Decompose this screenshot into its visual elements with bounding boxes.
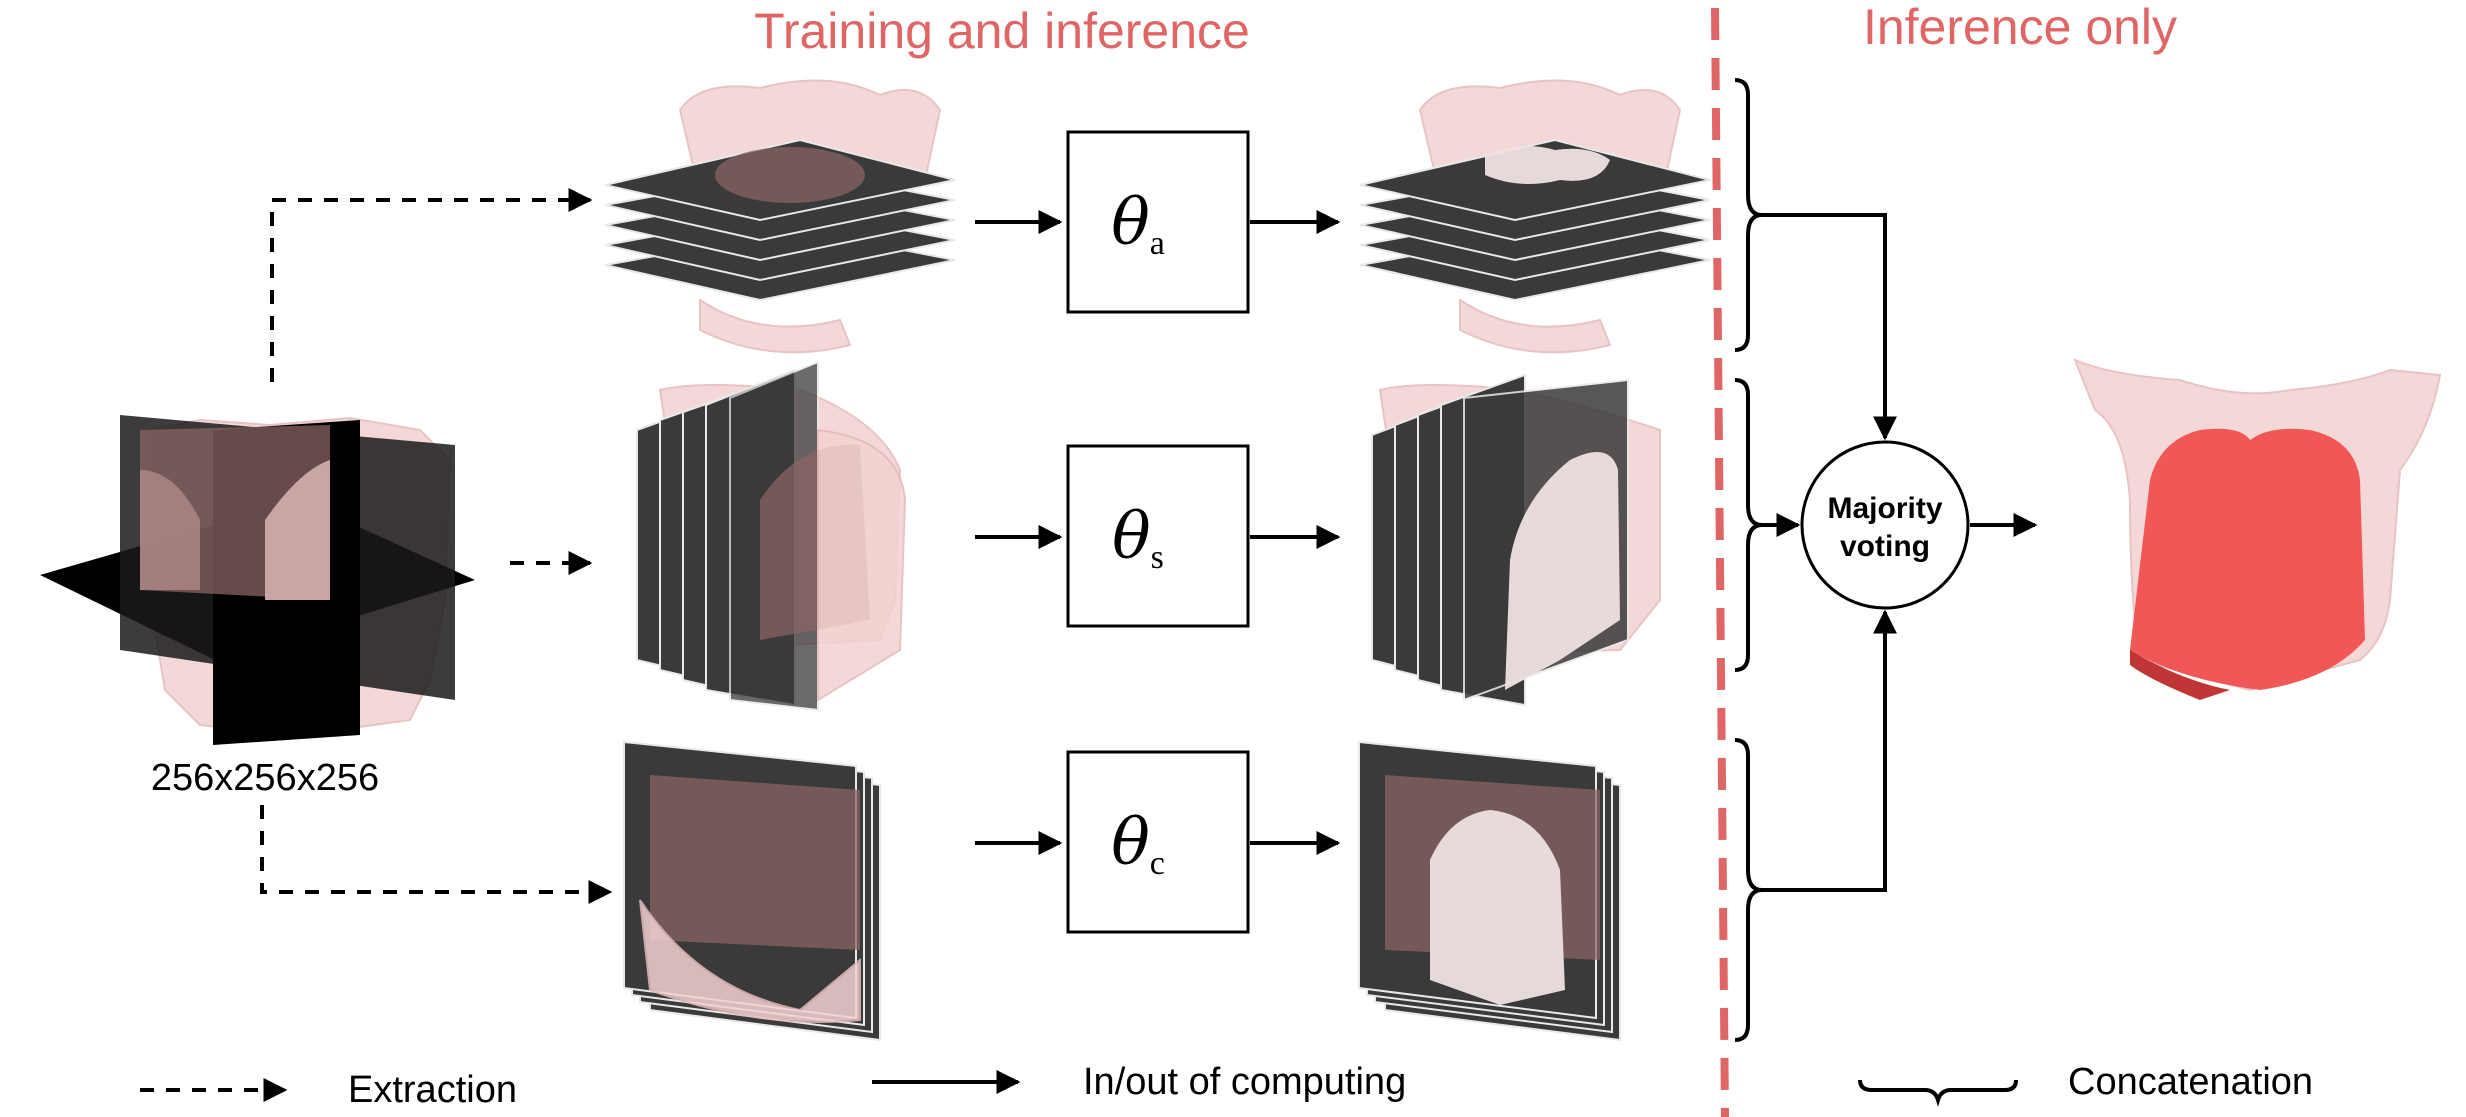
section-divider	[1711, 7, 1729, 1117]
extraction-arrow-coronal	[260, 805, 613, 904]
section-title-inference: Inference only	[1863, 0, 2177, 55]
axial-output-slices	[1359, 79, 1711, 354]
majority-voting-label-1: Majority	[1827, 492, 1942, 525]
majority-voting-label-2: voting	[1840, 530, 1930, 563]
majority-voting-node	[1800, 440, 1970, 610]
coronal-model-box	[1066, 750, 1250, 934]
extraction-arrow-axial	[270, 188, 593, 382]
sagittal-input-slices	[636, 360, 907, 712]
legend-concatenation-symbol	[1858, 1079, 2018, 1107]
coronal-output-slices	[1358, 740, 1621, 1042]
axial-input-slices	[604, 79, 956, 354]
section-title-training: Training and inference	[754, 3, 1250, 59]
input-dimensions: 256x256x256	[151, 757, 379, 799]
axial-model-box	[1066, 130, 1250, 314]
lung-segmentation	[2130, 428, 2365, 690]
concat-brace-coronal	[1734, 738, 1763, 1042]
coronal-input-slices	[623, 740, 881, 1042]
coronal-model-label: θc	[1111, 806, 1165, 882]
input-volume	[40, 415, 475, 745]
legend-computing-label: In/out of computing	[1083, 1061, 1406, 1103]
legend-concatenation-label: Concatenation	[2068, 1061, 2313, 1103]
vote-input-axial	[1762, 213, 1897, 441]
concat-brace-axial	[1734, 78, 1763, 352]
sagittal-output-slices	[1371, 373, 1661, 707]
concat-brace-sagittal	[1734, 378, 1763, 672]
sagittal-model-label: θs	[1112, 500, 1164, 576]
sagittal-model-box	[1066, 444, 1250, 628]
axial-model-label: θa	[1111, 186, 1165, 262]
vote-input-coronal	[1762, 609, 1897, 892]
output-segmentation-3d	[2073, 358, 2442, 700]
legend-extraction-label: Extraction	[348, 1069, 517, 1111]
